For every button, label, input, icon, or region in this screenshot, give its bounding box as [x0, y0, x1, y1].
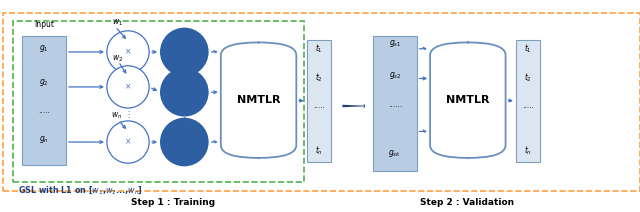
Bar: [307, 40, 331, 162]
FancyBboxPatch shape: [221, 42, 296, 158]
Text: $g_{sk}$: $g_{sk}$: [388, 148, 401, 159]
Text: $g_{s1}$: $g_{s1}$: [388, 38, 401, 49]
Text: NMTLR: NMTLR: [446, 95, 490, 105]
Ellipse shape: [160, 28, 209, 76]
Text: $g_{s2}$: $g_{s2}$: [388, 70, 401, 81]
Text: .....: .....: [522, 102, 534, 110]
Text: .....: .....: [38, 106, 50, 115]
Text: .....: .....: [313, 102, 324, 110]
Text: GSL with L1 on [$w_1$,$w_2$...,$w_n$]: GSL with L1 on [$w_1$,$w_2$...,$w_n$]: [18, 184, 143, 196]
Text: $w_2$: $w_2$: [111, 53, 123, 64]
Ellipse shape: [107, 31, 149, 73]
Text: NMTLR: NMTLR: [237, 95, 280, 105]
Ellipse shape: [107, 66, 149, 108]
Text: $t_1$: $t_1$: [315, 43, 323, 55]
Text: ⋮: ⋮: [180, 113, 189, 122]
Bar: [516, 40, 540, 162]
Text: $t_n$: $t_n$: [315, 144, 323, 157]
Text: Step 2 : Validation: Step 2 : Validation: [420, 198, 515, 207]
Ellipse shape: [107, 121, 149, 163]
Bar: [373, 36, 417, 171]
Ellipse shape: [160, 118, 209, 166]
Bar: [3, 13, 640, 191]
Text: $t_2$: $t_2$: [524, 71, 532, 84]
Bar: [13, 21, 304, 182]
Text: $\times$: $\times$: [124, 82, 132, 92]
Text: $t_n$: $t_n$: [524, 144, 532, 157]
Text: ......: ......: [388, 100, 402, 109]
Text: $\times$: $\times$: [124, 47, 132, 57]
Text: $w_n$: $w_n$: [111, 110, 123, 121]
Text: $t_1$: $t_1$: [524, 43, 532, 55]
Text: $w_1$: $w_1$: [111, 17, 123, 28]
Text: Input: Input: [34, 20, 54, 29]
Bar: [22, 36, 66, 165]
Text: $g_2$: $g_2$: [39, 77, 49, 88]
Text: $g_n$: $g_n$: [39, 134, 49, 145]
Text: $g_1$: $g_1$: [39, 43, 49, 54]
Text: $\times$: $\times$: [124, 137, 132, 147]
Ellipse shape: [160, 68, 209, 117]
Text: $t_2$: $t_2$: [315, 71, 323, 84]
Text: ⋮: ⋮: [124, 110, 132, 119]
Text: Step 1 : Training: Step 1 : Training: [131, 198, 215, 207]
FancyBboxPatch shape: [430, 42, 506, 158]
